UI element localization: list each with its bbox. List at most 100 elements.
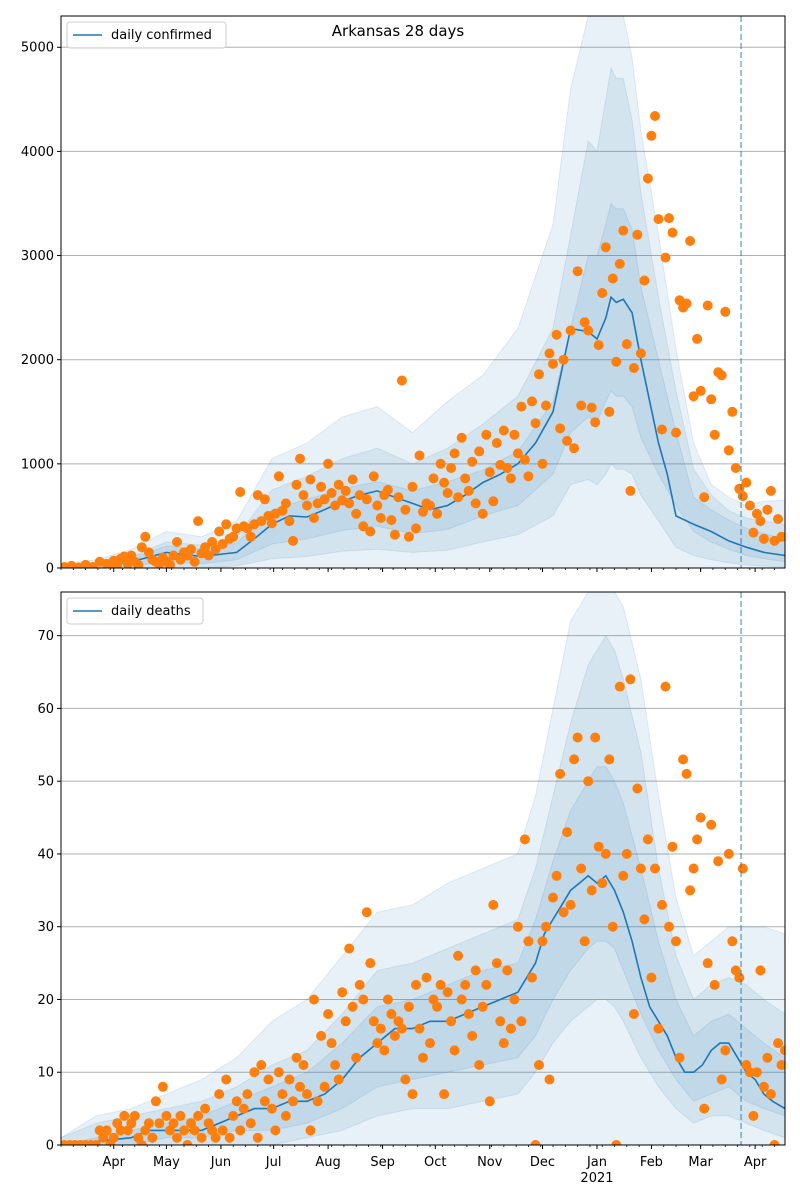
data-point [776,531,785,542]
data-point [221,1074,232,1085]
data-point [502,965,513,976]
data-point [228,531,239,542]
data-point [537,936,548,947]
data-point [516,401,527,412]
y-tick-label: 60 [37,702,54,717]
data-point [653,214,664,225]
data-point [709,979,720,990]
data-point [706,394,717,405]
data-point [706,819,717,830]
data-point [432,508,443,519]
y-tick-label: 1000 [21,457,54,472]
data-point [527,396,537,407]
data-point [727,406,738,417]
data-point [421,972,432,983]
x-tick-label: May [153,1155,180,1170]
data-point [319,1081,330,1092]
data-point [720,306,731,317]
data-point [586,402,597,413]
data-point [773,1038,783,1049]
data-point [621,339,632,350]
data-point [516,1016,527,1027]
data-point [418,1052,428,1063]
data-point [727,936,738,947]
data-point [569,443,580,454]
x-tick-label: Feb [640,1155,663,1170]
data-point [530,418,541,429]
data-point [576,400,587,411]
y-tick-label: 40 [37,847,54,862]
data-point [737,491,748,502]
data-point [288,1096,298,1107]
plot-area [61,16,785,568]
data-point [628,1009,639,1019]
data-point [277,1089,288,1100]
data-point [758,533,769,544]
data-point [583,325,594,336]
data-point [762,1052,773,1063]
data-point [562,827,573,838]
data-point [765,485,776,496]
data-point [340,485,351,496]
data-point [632,229,643,240]
data-point [446,1016,457,1027]
data-point [389,529,400,540]
data-point [523,936,534,947]
chart-title: Arkansas 28 days [332,22,465,40]
x-tick-year-label: 2021 [580,1171,613,1186]
data-point [755,965,766,976]
data-point [449,448,460,459]
data-point [351,508,362,519]
data-point [453,950,464,961]
data-point [509,429,520,440]
data-point [614,681,625,692]
data-point [699,1103,710,1114]
data-point [354,979,365,990]
data-point [618,870,629,881]
data-point [481,979,492,990]
data-point [418,506,428,517]
data-point [400,504,411,515]
data-point [625,485,636,496]
data-point [291,479,302,490]
data-point [716,1074,727,1085]
axes-frame [60,591,786,1146]
data-point [210,544,221,555]
y-tick-label: 50 [37,775,54,790]
data-point [316,481,327,492]
data-point [593,841,604,852]
data-point [309,513,319,523]
data-point [270,1125,281,1136]
x-tick-label: Mar [688,1155,713,1170]
data-point [400,1074,411,1085]
uncertainty-band [61,66,785,568]
data-point [671,936,681,947]
data-point [512,448,523,459]
data-point [411,979,421,990]
y-tick-label: 20 [37,993,54,1008]
data-point [382,994,393,1005]
data-point [196,1132,207,1143]
y-tick-label: 0 [46,1139,54,1154]
data-point [685,236,696,246]
data-point [660,252,671,263]
data-point [340,1016,351,1027]
data-point [632,783,643,794]
data-point [435,458,446,469]
data-point [470,965,481,976]
data-point [214,1089,225,1100]
data-point [330,1060,341,1070]
data-point [467,456,478,467]
x-tick-label: Sep [370,1155,395,1170]
data-point [375,1023,386,1034]
data-point [288,535,298,546]
data-point [414,450,425,461]
data-point [242,1089,253,1100]
data-point [161,1110,172,1121]
data-point [186,544,196,555]
data-point [611,1140,622,1145]
data-point [182,1140,193,1145]
data-point [664,921,674,932]
data-point [477,508,488,519]
data-point [245,531,256,542]
